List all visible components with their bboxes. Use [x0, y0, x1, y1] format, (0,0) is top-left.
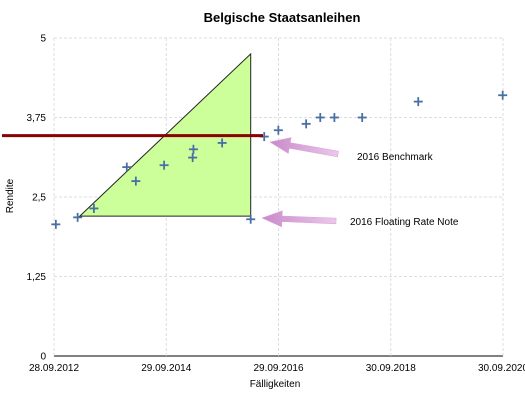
- data-point: [159, 160, 169, 170]
- y-tick-label: 5: [40, 34, 46, 45]
- data-point: [301, 119, 311, 129]
- annotation-arrow: [269, 137, 339, 158]
- y-axis-label: Rendite: [5, 178, 16, 213]
- data-point: [413, 97, 423, 107]
- data-points: [51, 90, 508, 229]
- x-axis-label: Fälligkeiten: [250, 379, 301, 390]
- data-point: [122, 162, 132, 172]
- annotation-label-frn: 2016 Floating Rate Note: [350, 217, 459, 228]
- data-point: [217, 138, 227, 148]
- y-tick-label: 2,5: [32, 193, 46, 204]
- x-tick-label: 30.09.2018: [366, 363, 416, 374]
- y-tick-labels: 0 1,25 2,5 3,75 5: [27, 34, 47, 363]
- x-tick-label: 29.09.2014: [141, 363, 191, 374]
- annotation-arrow: [261, 210, 337, 228]
- data-point: [89, 203, 99, 213]
- data-point: [131, 176, 141, 186]
- data-point: [273, 125, 283, 135]
- annotation-label-benchmark: 2016 Benchmark: [357, 152, 434, 163]
- data-point: [51, 219, 61, 229]
- x-tick-label: 29.09.2016: [253, 363, 303, 374]
- data-point: [73, 212, 83, 222]
- data-point: [329, 113, 339, 122]
- x-tick-labels: 28.09.2012 29.09.2014 29.09.2016 30.09.2018…: [29, 363, 525, 374]
- data-point: [357, 113, 367, 122]
- data-point: [315, 113, 325, 122]
- x-tick-label: 30.09.2020: [478, 363, 525, 374]
- chart-title: Belgische Staatsanleihen: [204, 10, 361, 25]
- data-point: [246, 214, 256, 224]
- data-point: [498, 90, 508, 100]
- y-tick-label: 1,25: [27, 272, 47, 283]
- x-tick-label: 28.09.2012: [29, 363, 79, 374]
- data-point: [188, 153, 198, 163]
- data-point: [188, 144, 198, 154]
- y-tick-label: 3,75: [27, 113, 47, 124]
- y-tick-label: 0: [40, 352, 46, 363]
- annotation-layer: 2016 Benchmark 2016 Floating Rate Note: [261, 137, 459, 228]
